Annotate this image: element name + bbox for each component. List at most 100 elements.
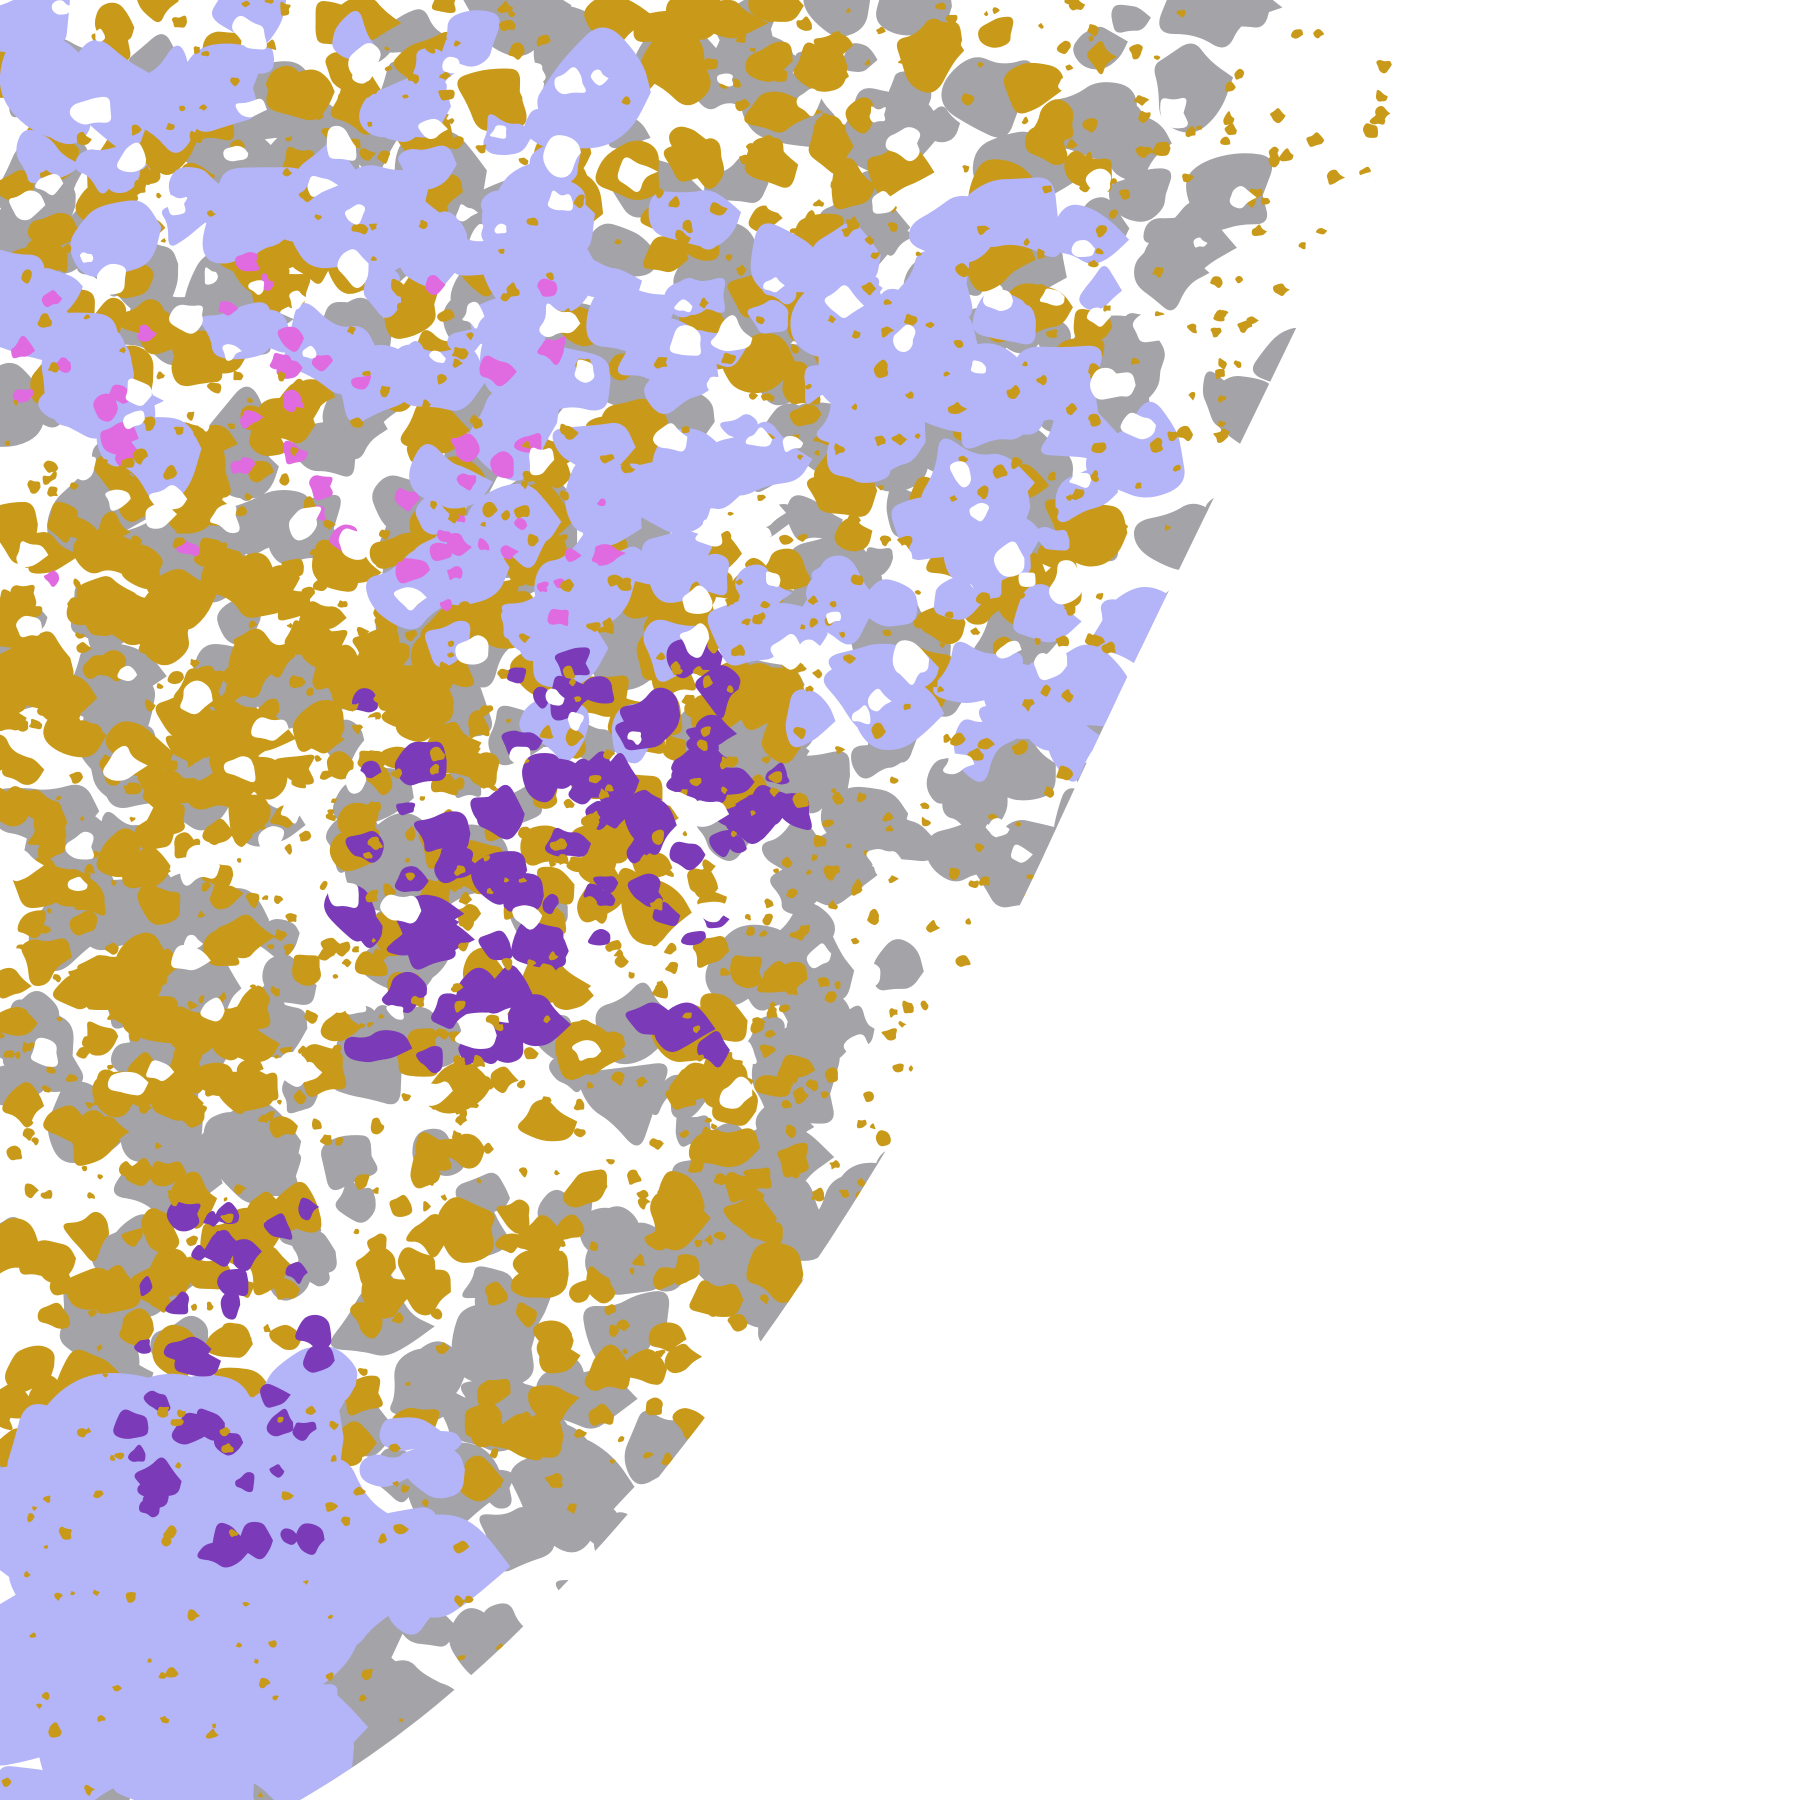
lavender-cloud-patch [390, 193, 445, 244]
gold-cloud-patch [358, 1694, 367, 1702]
purple-cloud-patch [203, 1211, 221, 1227]
gold-cloud-patch [852, 330, 861, 339]
gold-cloud-patch [760, 601, 771, 609]
gold-cloud-patch [1094, 535, 1102, 542]
lavender-cloud-patch [415, 494, 456, 535]
gold-cloud-patch [1250, 1141, 1263, 1157]
lavender-cloud-patch [826, 427, 895, 483]
gold-cloud-patch [370, 1117, 385, 1135]
gold-cloud-patch [365, 889, 379, 903]
gold-cloud-patch [439, 71, 452, 80]
gold-cloud-patch [875, 1130, 891, 1147]
gold-cloud-patch [193, 46, 200, 54]
purple-cloud-patch [285, 1262, 308, 1284]
gold-cloud-patch [864, 235, 875, 245]
gold-cloud-patch [51, 655, 58, 660]
gold-cloud-patch [787, 1356, 794, 1362]
gold-cloud-patch [134, 815, 175, 851]
gold-cloud-patch [235, 1642, 243, 1648]
gold-cloud-patch [152, 337, 164, 347]
gold-cloud-patch [533, 1320, 572, 1350]
lavender-cloud-patch [1034, 526, 1070, 551]
background-cloud-patch [96, 263, 126, 295]
purple-cloud-patch [697, 1031, 730, 1068]
gold-cloud-patch [131, 124, 142, 136]
gold-cloud-patch [498, 19, 516, 32]
gold-cloud-patch [197, 910, 206, 918]
background-cloud-patch [988, 818, 1010, 838]
gold-cloud-patch [1172, 464, 1181, 472]
background-cloud-patch [1373, 321, 1400, 349]
gold-cloud-patch [769, 1001, 777, 1008]
gold-cloud-patch [121, 543, 163, 590]
gold-cloud-patch [569, 678, 576, 687]
gold-cloud-patch [757, 612, 766, 621]
gold-cloud-patch [1110, 178, 1118, 184]
gold-cloud-patch [1135, 146, 1154, 158]
magenta-cloud-patch [597, 498, 606, 507]
gold-cloud-patch [476, 1178, 482, 1184]
background-cloud-patch [719, 1076, 753, 1109]
gold-cloud-patch [778, 1004, 791, 1013]
gold-cloud-patch [190, 1303, 198, 1311]
gold-cloud-patch [829, 601, 837, 608]
gold-cloud-patch [876, 26, 886, 35]
gold-cloud-patch [904, 313, 918, 326]
background-cloud-patch [1325, 325, 1352, 356]
gold-cloud-patch [783, 970, 792, 979]
background-cloud-patch [421, 1081, 453, 1106]
magenta-cloud-patch [93, 393, 118, 422]
gold-cloud-patch [544, 1472, 563, 1488]
gold-cloud-patch [21, 269, 32, 284]
gold-cloud-patch [298, 1044, 347, 1097]
gold-cloud-patch [448, 136, 464, 150]
gold-cloud-patch [1160, 621, 1172, 633]
background-cloud-patch [65, 455, 96, 481]
gold-cloud-patch [665, 961, 679, 975]
gold-cloud-patch [834, 980, 841, 990]
lavender-cloud-patch [933, 577, 981, 620]
background-cloud-patch [288, 506, 322, 541]
purple-cloud-patch [602, 811, 626, 829]
gold-cloud-patch [728, 801, 736, 808]
gold-cloud-patch [1112, 1042, 1119, 1047]
gold-cloud-patch [1084, 633, 1100, 646]
gold-cloud-patch [834, 70, 849, 85]
gold-cloud-patch [373, 669, 389, 684]
gold-cloud-patch [165, 644, 172, 651]
gold-cloud-patch [155, 1142, 163, 1150]
background-cloud-patch [1368, 300, 1400, 322]
gold-cloud-patch [422, 1028, 440, 1041]
background-cloud-patch [857, 919, 872, 933]
gold-cloud-patch [450, 983, 464, 993]
gold-cloud-patch [1431, 129, 1446, 142]
gold-cloud-patch [735, 34, 747, 43]
gold-cloud-patch [1237, 320, 1253, 333]
gold-cloud-patch [694, 1239, 703, 1248]
gold-cloud-patch [903, 1161, 909, 1167]
gold-cloud-patch [246, 397, 254, 403]
gold-cloud-patch [903, 703, 911, 711]
gray-cloud-patch [1076, 829, 1115, 866]
gold-cloud-patch [846, 1667, 853, 1673]
gold-cloud-patch [996, 954, 1005, 966]
gold-cloud-patch [1011, 740, 1028, 755]
gold-cloud-patch [869, 1123, 876, 1130]
background-cloud-patch [1387, 283, 1406, 298]
gold-cloud-patch [31, 1137, 39, 1146]
gold-cloud-patch [270, 409, 281, 419]
gold-cloud-patch [707, 638, 719, 654]
gold-cloud-patch [482, 1076, 496, 1090]
gold-cloud-patch [760, 1294, 769, 1305]
gold-cloud-patch [590, 810, 601, 821]
background-cloud-patch [80, 252, 94, 263]
gold-cloud-patch [92, 1589, 100, 1596]
gray-cloud-patch [460, 1725, 524, 1780]
gold-cloud-patch [27, 480, 41, 494]
background-cloud-patch [793, 639, 828, 668]
background-cloud-patch [337, 249, 369, 288]
gold-cloud-patch [182, 1112, 197, 1126]
gold-cloud-patch [73, 578, 81, 590]
gold-cloud-patch [22, 1128, 35, 1141]
gold-cloud-patch [526, 217, 539, 226]
